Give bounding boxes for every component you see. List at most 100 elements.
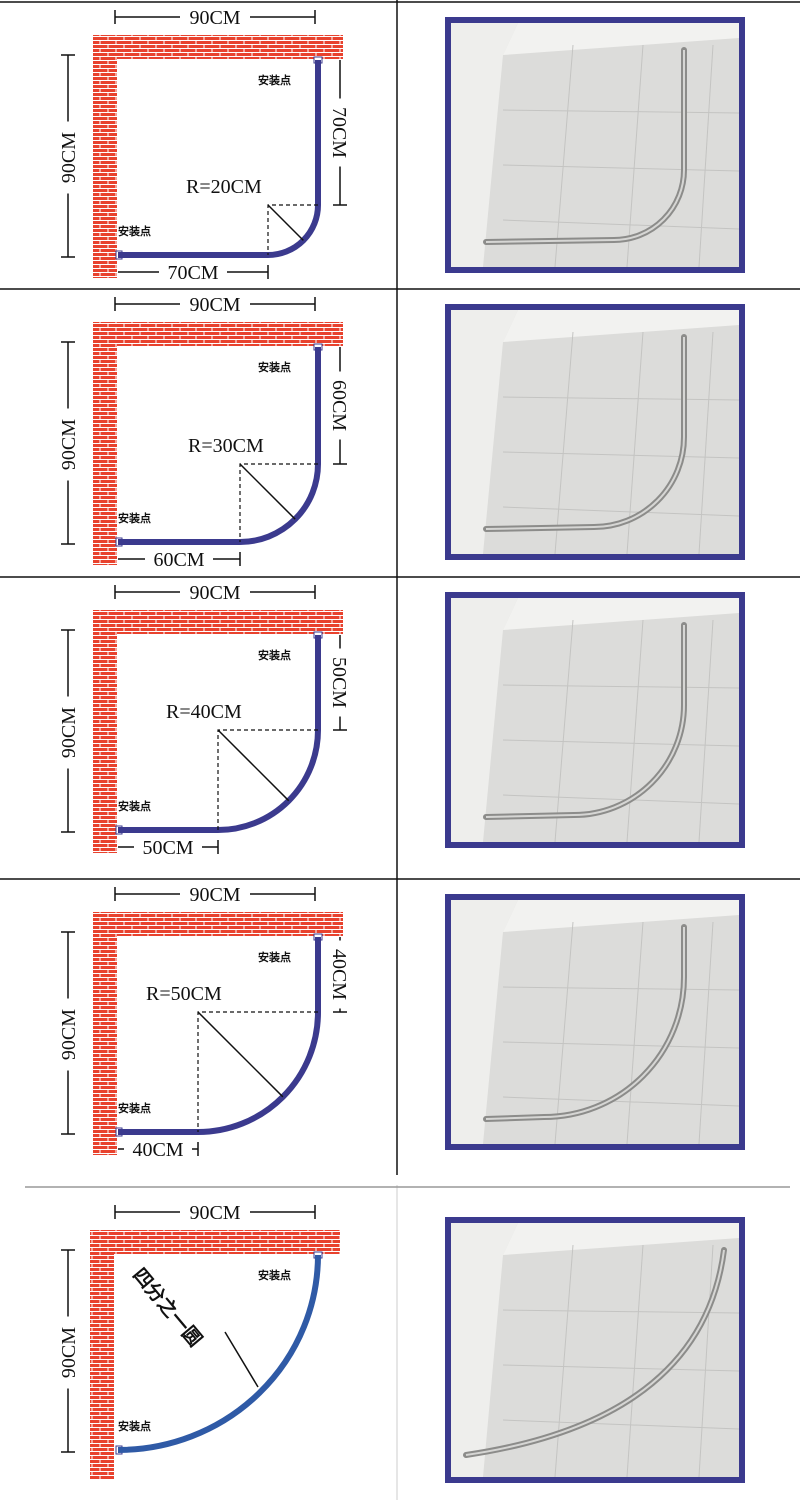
photo-tile-line [626,1244,644,1478]
photo-tile-line [554,1244,574,1478]
photo-wall [503,310,739,342]
radius-label: R=40CM [166,701,242,723]
left-height-label: 90CM [58,1327,80,1378]
photo-tile-line [554,331,574,555]
photo-wall [451,598,518,842]
brick-wall-top [93,912,343,936]
photo-rail-shine [485,337,685,530]
photo-tile-line [626,44,644,268]
brick-wall-top [90,1230,340,1254]
radius-label: R=20CM [186,176,262,198]
radius-line [217,729,290,802]
right-length-label: 40CM [328,949,350,1000]
top-width-label: 90CM [189,294,240,316]
dim-label-bg [57,696,79,769]
top-width-label: 90CM [189,582,240,604]
photo-wall [451,1223,518,1477]
photo-tile-line [502,794,740,805]
quarter-circle-label: 四分之一圆 [128,1263,207,1351]
dim-label-bg [145,548,213,570]
photo-tile-line [502,109,740,114]
photo-tile-line [502,684,740,689]
radius-line [267,204,304,241]
right-length-label: 70CM [328,107,350,158]
brick-wall-left [93,912,117,1155]
dim-label-bg [57,408,79,481]
photo-tile-line [502,986,740,991]
brick-wall-top [93,610,343,634]
photo-tile-line [698,619,714,843]
photo-tile-line [698,1244,714,1478]
photo-tile-line [502,1364,740,1372]
left-height-label: 90CM [58,707,80,758]
dim-label-bg [57,1316,79,1389]
dim-label-bg [134,836,202,858]
right-length-label: 50CM [328,657,350,708]
top-width-label: 90CM [189,7,240,29]
mount-point-label: 安装点 [258,950,291,964]
photo-tile-line [502,1096,740,1107]
photo-tile-line [698,921,714,1145]
photo-wall [503,598,739,630]
photo-rail-shine [485,625,685,818]
photo-tile-line [502,506,740,517]
brick-wall-left [90,1230,114,1480]
photo-rail-shine [465,1249,725,1456]
left-height-label: 90CM [58,1009,80,1060]
photo-tile-line [698,331,714,555]
dim-label-bg [180,293,250,315]
radius-label: R=50CM [146,983,222,1005]
photo-tile-line [502,164,740,172]
dim-label-bg [329,98,351,167]
photo-tile-line [626,619,644,843]
dim-label-bg [124,1138,192,1160]
photo-tile-line [626,921,644,1145]
photo-tile-line [502,451,740,459]
mount-point-label: 安装点 [258,1268,291,1282]
brick-wall-top [93,322,343,346]
dim-label-bg [329,648,351,717]
mount-point-label: 安装点 [258,648,291,662]
brick-wall-left [93,35,117,278]
dim-label-bg [159,261,227,283]
bottom-length-label: 60CM [153,549,204,571]
rail [117,1254,321,1453]
mount-point-label: 安装点 [118,799,151,813]
photo-tile-line [502,1419,740,1430]
dim-label-bg [180,6,250,28]
top-width-label: 90CM [189,884,240,906]
dim-label-bg [180,581,250,603]
dim-label-bg [329,940,351,1009]
photo-tile-line [554,44,574,268]
photo-tile-line [698,44,714,268]
bottom-length-label: 70CM [167,262,218,284]
photo-tile-line [502,396,740,401]
bottom-length-label: 50CM [142,837,193,859]
photo-wall [503,23,739,55]
mount-point-label: 安装点 [118,511,151,525]
left-height-label: 90CM [58,132,80,183]
dim-label-bg [57,121,79,194]
photo-tile-line [554,619,574,843]
radius-line [197,1011,284,1098]
left-height-label: 90CM [58,419,80,470]
photo-rail-shine [485,50,685,243]
photo-wall [503,1223,739,1255]
dim-label-bg [180,1201,250,1223]
photo-wall [451,310,518,554]
mount-point-label: 安装点 [118,1419,151,1433]
top-width-label: 90CM [189,1202,240,1224]
mount-point-label: 安装点 [258,73,291,87]
photo-wall [503,900,739,932]
photo-tile-line [502,219,740,230]
mount-point-label: 安装点 [258,360,291,374]
brick-wall-left [93,322,117,565]
radius-label: R=30CM [188,435,264,457]
mount-point-label: 安装点 [118,1101,151,1115]
